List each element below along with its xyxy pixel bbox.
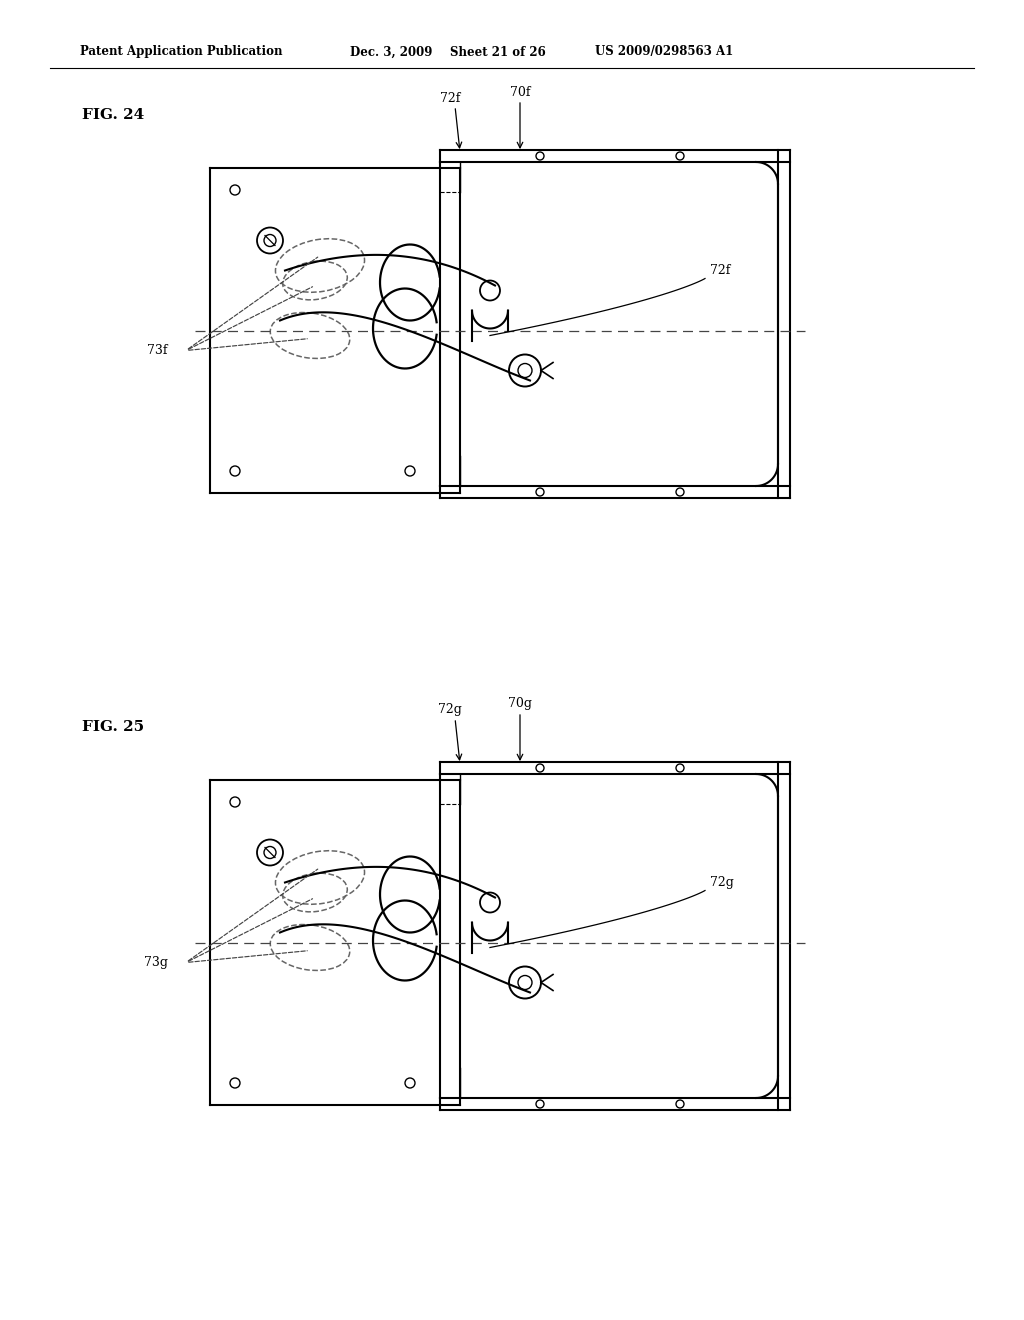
Text: US 2009/0298563 A1: US 2009/0298563 A1: [595, 45, 733, 58]
Text: Sheet 21 of 26: Sheet 21 of 26: [450, 45, 546, 58]
Text: 72f: 72f: [710, 264, 730, 277]
Text: FIG. 24: FIG. 24: [82, 108, 144, 121]
Text: 72g: 72g: [438, 704, 462, 717]
Text: 72g: 72g: [710, 876, 734, 888]
Text: Dec. 3, 2009: Dec. 3, 2009: [350, 45, 432, 58]
Text: Patent Application Publication: Patent Application Publication: [80, 45, 283, 58]
Text: 70f: 70f: [510, 86, 530, 99]
Text: 73f: 73f: [147, 345, 168, 356]
Text: 72f: 72f: [440, 91, 460, 104]
Text: 73g: 73g: [144, 956, 168, 969]
Text: FIG. 25: FIG. 25: [82, 719, 144, 734]
Text: 70g: 70g: [508, 697, 532, 710]
